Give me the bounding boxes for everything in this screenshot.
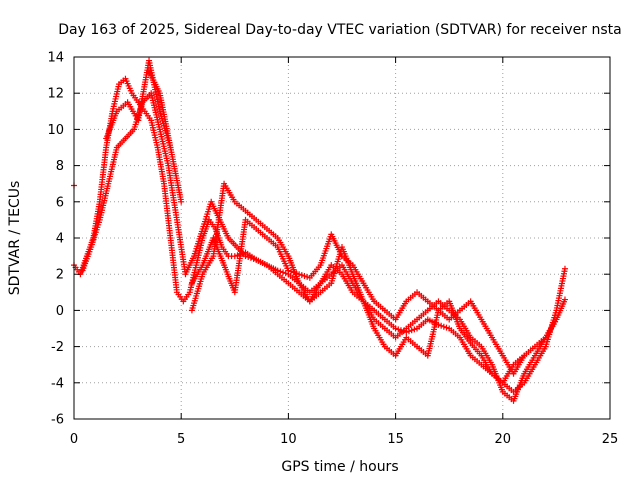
y-tick-label: 0 <box>56 304 64 319</box>
data-point <box>438 322 445 329</box>
data-point <box>298 272 305 279</box>
data-point <box>280 269 287 276</box>
y-tick-label: 4 <box>56 232 64 247</box>
tick-layer: 0 5 10 15 20 25 -6 -4 -2 0 2 4 6 8 10 12 14 <box>47 51 618 448</box>
y-tick-label: 2 <box>56 268 64 283</box>
data-point <box>395 326 402 333</box>
x-tick-label: 25 <box>602 432 619 447</box>
series-track-b <box>79 90 560 404</box>
data-layer <box>71 57 568 404</box>
data-point <box>408 327 415 334</box>
y-axis-label: SDTVAR / TECUs <box>7 181 23 296</box>
data-point <box>392 325 399 332</box>
y-tick-label: 6 <box>56 195 64 210</box>
y-tick-label: 12 <box>47 87 64 102</box>
data-point <box>440 323 447 330</box>
data-point <box>561 265 568 272</box>
data-point <box>293 270 300 277</box>
data-point <box>301 273 308 280</box>
x-axis-label: GPS time / hours <box>281 459 398 475</box>
data-point <box>443 324 450 331</box>
data-point <box>290 269 297 276</box>
data-point <box>178 198 185 205</box>
data-point <box>167 144 174 151</box>
data-point <box>231 253 238 260</box>
x-tick-label: 20 <box>495 432 512 447</box>
data-point <box>288 268 295 275</box>
y-tick-label: 14 <box>47 51 64 66</box>
data-point <box>234 252 241 259</box>
data-point <box>285 267 292 274</box>
data-point <box>245 254 252 261</box>
data-point <box>282 270 289 277</box>
data-point <box>242 253 249 260</box>
data-point <box>250 255 257 262</box>
data-point <box>296 271 303 278</box>
data-point <box>304 273 311 280</box>
y-tick-label: 8 <box>56 159 64 174</box>
series-track-c <box>103 57 528 386</box>
y-tick-label: 10 <box>47 123 64 138</box>
series-track-d <box>71 68 568 377</box>
x-tick-label: 5 <box>177 432 185 447</box>
x-tick-label: 10 <box>280 432 297 447</box>
y-tick-label: -4 <box>51 376 64 391</box>
data-point <box>247 254 254 261</box>
y-tick-label: -6 <box>51 413 64 428</box>
x-tick-label: 15 <box>387 432 404 447</box>
data-point <box>561 296 568 303</box>
y-tick-label: -2 <box>51 340 64 355</box>
data-point <box>411 326 418 333</box>
x-tick-label: 0 <box>70 432 78 447</box>
series-track-a <box>71 75 568 395</box>
chart-title: Day 163 of 2025, Sidereal Day-to-day VTE… <box>58 22 621 38</box>
